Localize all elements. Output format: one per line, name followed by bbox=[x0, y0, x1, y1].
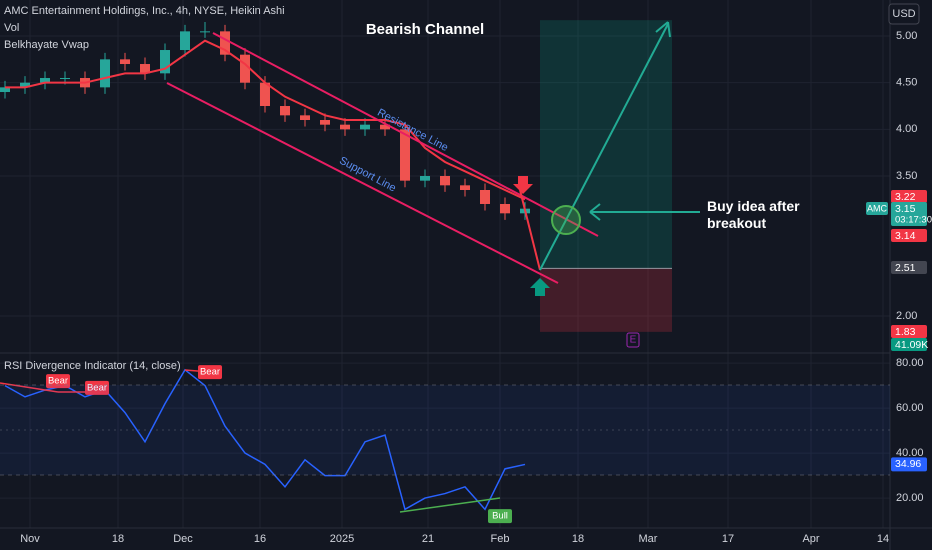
y-tick-label: 20.00 bbox=[896, 492, 924, 504]
rsi-title: RSI Divergence Indicator (14, close) bbox=[4, 360, 181, 372]
symbol-title: AMC Entertainment Holdings, Inc., 4h, NY… bbox=[4, 5, 285, 17]
breakout-circle bbox=[551, 205, 581, 235]
x-tick-label: Apr bbox=[802, 533, 819, 545]
y-tick-label: 5.00 bbox=[896, 30, 917, 42]
y-tick-label: 4.00 bbox=[896, 123, 917, 135]
currency[interactable]: USD bbox=[892, 8, 915, 20]
x-tick-label: Nov bbox=[20, 533, 40, 545]
stop-zone bbox=[540, 268, 672, 332]
support-line bbox=[166, 82, 559, 284]
candle-body bbox=[460, 185, 470, 190]
candle-body bbox=[0, 87, 10, 93]
indicator-label: Belkhayate Vwap bbox=[4, 39, 89, 51]
price-tag-label: 41.09K bbox=[895, 339, 928, 351]
x-tick-label: Mar bbox=[639, 533, 658, 545]
symbol-tag bbox=[866, 202, 888, 215]
y-tick-label: 80.00 bbox=[896, 357, 924, 369]
symbol-label: AMC bbox=[867, 203, 888, 213]
indicator-label: Vol bbox=[4, 22, 19, 34]
annotation: Buy idea after breakout bbox=[707, 198, 800, 231]
price-tag-label: 3.22 bbox=[895, 191, 916, 203]
rsi-band bbox=[0, 385, 890, 475]
x-tick-label: 2025 bbox=[330, 533, 354, 545]
candle-body bbox=[420, 176, 430, 181]
y-tick-label: 40.00 bbox=[896, 447, 924, 459]
candle-body bbox=[160, 50, 170, 74]
divergence-badge bbox=[198, 365, 222, 380]
annotation-box: Buy idea after breakout bbox=[707, 198, 800, 231]
divergence-label: Bear bbox=[48, 376, 68, 387]
price-tag-label: 1.83 bbox=[895, 326, 916, 338]
candle-body bbox=[260, 82, 270, 107]
divergence-line bbox=[399, 497, 501, 513]
candle-body bbox=[440, 176, 450, 186]
y-tick-label: 60.00 bbox=[896, 402, 924, 414]
candle-body bbox=[380, 124, 390, 130]
candle-body bbox=[280, 106, 290, 116]
price-tag bbox=[891, 202, 927, 226]
arrow-head bbox=[655, 21, 671, 38]
countdown: 03:17:30 bbox=[895, 215, 932, 226]
price-tag bbox=[891, 261, 927, 274]
candle-body bbox=[340, 124, 350, 130]
candle-body bbox=[20, 82, 30, 88]
candle-body bbox=[120, 59, 130, 65]
price-tag bbox=[891, 325, 927, 338]
annotation: Bearish Channel bbox=[366, 21, 484, 38]
candle-body bbox=[140, 64, 150, 74]
currency-button[interactable] bbox=[888, 3, 920, 25]
sell-marker bbox=[513, 176, 533, 194]
candle-body bbox=[400, 129, 410, 181]
price-tag bbox=[891, 338, 927, 351]
y-tick-label: 3.50 bbox=[896, 170, 917, 182]
y-tick-label: 4.50 bbox=[896, 77, 917, 89]
rsi-tag bbox=[891, 457, 927, 472]
buy-marker bbox=[530, 278, 550, 296]
x-tick-label: Feb bbox=[491, 533, 510, 545]
projection-down bbox=[519, 189, 541, 271]
x-tick-label: 18 bbox=[572, 533, 584, 545]
candle-body bbox=[320, 120, 330, 125]
candle-body bbox=[60, 78, 70, 80]
price-tag bbox=[891, 229, 927, 242]
candle-body bbox=[500, 203, 510, 214]
price-tag-label: 2.51 bbox=[895, 262, 916, 274]
divergence-badge bbox=[488, 509, 512, 524]
x-tick-label: 14 bbox=[877, 533, 889, 545]
price-tag-label: 3.14 bbox=[895, 230, 916, 242]
projection-up bbox=[539, 23, 669, 271]
y-tick-label: 2.00 bbox=[896, 310, 917, 322]
x-tick-label: Dec bbox=[173, 533, 193, 545]
candle-body bbox=[200, 31, 210, 33]
x-tick-label: 17 bbox=[722, 533, 734, 545]
candle-body bbox=[240, 54, 250, 83]
price-tag bbox=[891, 190, 927, 203]
divergence-label: Bear bbox=[87, 382, 107, 393]
candle-body bbox=[220, 31, 230, 55]
candle-body bbox=[360, 124, 370, 130]
candle-body bbox=[480, 189, 490, 204]
candle-body bbox=[300, 115, 310, 121]
candle-body bbox=[180, 31, 190, 51]
divergence-badge bbox=[85, 380, 109, 395]
x-tick-label: 21 bbox=[422, 533, 434, 545]
vwap-line bbox=[5, 39, 526, 201]
x-tick-label: 18 bbox=[112, 533, 124, 545]
candle-body bbox=[100, 59, 110, 88]
event-marker: E bbox=[630, 335, 637, 346]
resistance-line bbox=[212, 32, 599, 237]
divergence-label: Bear bbox=[200, 367, 220, 378]
event-box bbox=[626, 332, 640, 348]
x-tick-label: 16 bbox=[254, 533, 266, 545]
price-tag-label: 3.15 bbox=[895, 203, 916, 215]
arrow-head bbox=[589, 203, 601, 221]
divergence-label: Bull bbox=[492, 511, 508, 522]
rsi-tag-label: 34.96 bbox=[895, 458, 921, 470]
candle-body bbox=[40, 78, 50, 83]
